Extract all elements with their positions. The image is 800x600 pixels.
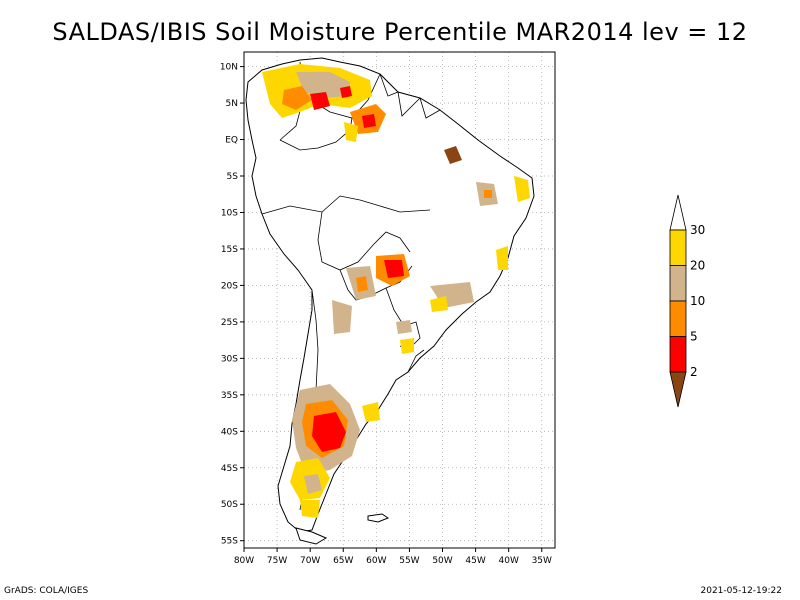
patch-below-2 <box>444 146 462 164</box>
lon-tick-label: 75W <box>267 556 287 566</box>
lat-tick-label: 55S <box>221 537 238 547</box>
lon-tick-label: 80W <box>234 556 254 566</box>
patch-2-5 <box>312 412 346 452</box>
patch-10-20 <box>296 72 350 98</box>
colorbar: 2 5 10 20 30 <box>669 194 705 408</box>
patch-20-30 <box>496 246 508 270</box>
lat-tick-label: EQ <box>225 136 238 146</box>
lat-tick-label: 50S <box>221 500 238 510</box>
patch-5-10 <box>356 276 368 292</box>
lon-tick-label: 55W <box>399 556 419 566</box>
colorbar-segment-20-30 <box>669 229 687 266</box>
lon-tick-label: 60W <box>366 556 386 566</box>
colorbar-label: 5 <box>690 330 698 344</box>
chart-title: SALDAS/IBIS Soil Moisture Percentile MAR… <box>52 18 748 46</box>
patch-2-5 <box>384 260 404 278</box>
lon-tick-label: 70W <box>300 556 320 566</box>
lon-tick-label: 50W <box>432 556 452 566</box>
colorbar-segment-10-20 <box>669 265 687 302</box>
patch-10-20 <box>396 320 412 334</box>
colorbar-label: 10 <box>690 294 705 308</box>
plot-frame <box>243 51 556 549</box>
patch-20-30 <box>514 176 530 202</box>
lat-tick-label: 5S <box>227 172 239 182</box>
lat-tick-label: 30S <box>221 354 238 364</box>
lat-tick-label: 40S <box>221 427 238 437</box>
footer-timestamp: 2021-05-12-19:22 <box>700 586 783 596</box>
patch-20-30 <box>362 402 380 422</box>
tierra-del-fuego <box>295 527 328 545</box>
patch-5-10 <box>282 86 312 110</box>
colorbar-segment-2-5 <box>669 336 687 373</box>
lat-tick-label: 20S <box>221 281 238 291</box>
lat-tick-label: 35S <box>221 391 238 401</box>
colorbar-segment-5-10 <box>669 300 687 337</box>
anomaly-patches <box>262 64 530 518</box>
patch-20-30 <box>344 122 358 142</box>
falkland-islands <box>367 513 390 523</box>
patch-5-10 <box>484 190 492 198</box>
patch-2-5 <box>362 114 376 128</box>
lat-tick-label: 25S <box>221 318 238 328</box>
lon-tick-label: 45W <box>465 556 485 566</box>
colorbar-label: 2 <box>690 365 698 379</box>
colorbar-label: 20 <box>690 259 705 273</box>
patch-20-30 <box>430 296 448 312</box>
patch-20-30 <box>300 500 320 518</box>
patch-2-5 <box>310 92 330 110</box>
lon-tick-label: 35W <box>532 556 552 566</box>
lat-tick-label: 45S <box>221 464 238 474</box>
patch-10-20 <box>332 300 352 334</box>
lat-tick-label: 15S <box>221 245 238 255</box>
latitude-tick-labels: 10N 5N EQ 5S 10S 15S 20S 25S 30S 35S 40S 45S 50S 55S <box>220 63 244 547</box>
patch-2-5 <box>340 86 352 98</box>
colorbar-label: 30 <box>690 223 705 237</box>
lat-tick-label: 5N <box>226 99 238 109</box>
longitude-tick-labels: 80W 75W 70W 65W 60W 55W 50W 45W 40W 35W <box>234 548 552 566</box>
lon-tick-label: 65W <box>333 556 353 566</box>
lon-tick-label: 40W <box>499 556 519 566</box>
lat-tick-label: 10S <box>221 208 238 218</box>
patch-20-30 <box>400 338 414 354</box>
colorbar-segment-below-2 <box>669 371 687 408</box>
lat-tick-label: 10N <box>220 63 238 73</box>
colorbar-segment-above-30 <box>669 194 687 231</box>
patch-10-20 <box>304 474 322 494</box>
footer-credit: GrADS: COLA/IGES <box>4 586 89 596</box>
